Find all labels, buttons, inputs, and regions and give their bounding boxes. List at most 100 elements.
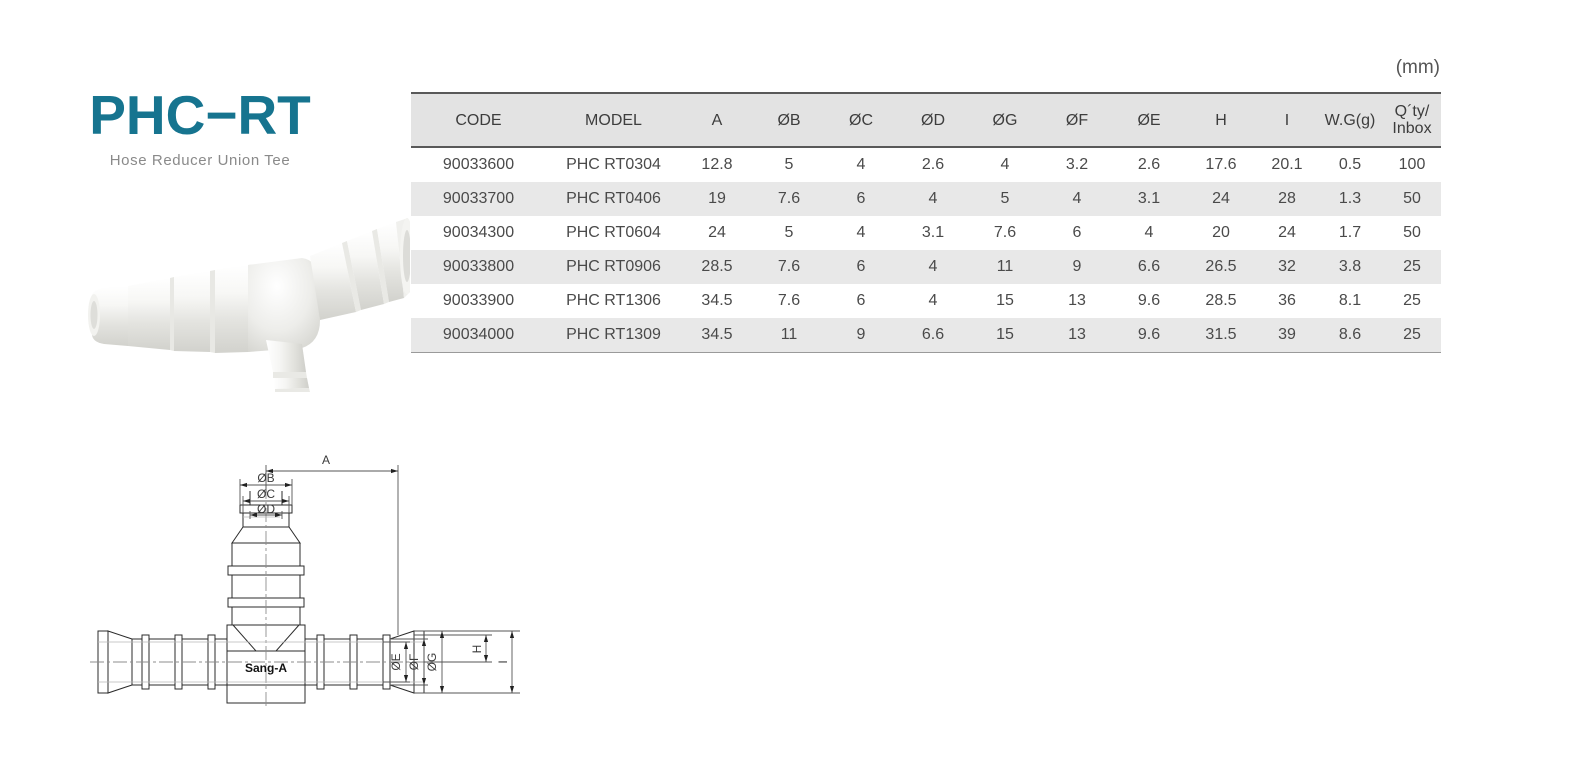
cell-model: PHC RT0406 <box>546 182 681 216</box>
column-header-i: I <box>1257 92 1317 148</box>
cell-f: 9 <box>1041 250 1113 284</box>
cell-qty: 25 <box>1383 318 1441 353</box>
column-header-qty-inbox: Q´ty/ Inbox <box>1383 92 1441 148</box>
table-row: 90033800 PHC RT0906 28.5 7.6 6 4 11 9 6.… <box>411 250 1441 284</box>
cell-i: 32 <box>1257 250 1317 284</box>
cell-model: PHC RT0906 <box>546 250 681 284</box>
column-header-model: MODEL <box>546 92 681 148</box>
cell-f: 13 <box>1041 318 1113 353</box>
cell-h: 26.5 <box>1185 250 1257 284</box>
photo-right-arm <box>310 218 410 320</box>
cell-h: 24 <box>1185 182 1257 216</box>
cell-code: 90033700 <box>411 182 546 216</box>
dimension-label-g: ØG <box>425 653 439 672</box>
cell-h: 28.5 <box>1185 284 1257 318</box>
cell-a: 34.5 <box>681 318 753 353</box>
cell-e: 6.6 <box>1113 250 1185 284</box>
cell-c: 6 <box>825 284 897 318</box>
cell-model: PHC RT0604 <box>546 216 681 250</box>
photo-center-hub <box>248 258 320 352</box>
cell-h: 31.5 <box>1185 318 1257 353</box>
cell-weight: 0.5 <box>1317 147 1383 182</box>
cell-c: 4 <box>825 147 897 182</box>
product-photo <box>70 192 410 392</box>
cell-i: 39 <box>1257 318 1317 353</box>
cell-f: 13 <box>1041 284 1113 318</box>
dimension-label-h: H <box>470 645 484 654</box>
dimension-label-i: I <box>496 660 510 663</box>
cell-i: 24 <box>1257 216 1317 250</box>
cell-b: 7.6 <box>753 250 825 284</box>
column-header-code: CODE <box>411 92 546 148</box>
cell-e: 3.1 <box>1113 182 1185 216</box>
cell-h: 20 <box>1185 216 1257 250</box>
dimension-label-b: ØB <box>257 471 274 485</box>
cell-e: 4 <box>1113 216 1185 250</box>
cell-model: PHC RT1306 <box>546 284 681 318</box>
dimension-label-d: ØD <box>257 502 275 516</box>
cell-model: PHC RT0304 <box>546 147 681 182</box>
table-row: 90033600 PHC RT0304 12.8 5 4 2.6 4 3.2 2… <box>411 147 1441 182</box>
column-header-f: ØF <box>1041 92 1113 148</box>
cell-weight: 3.8 <box>1317 250 1383 284</box>
drawing-left-arm <box>97 630 228 694</box>
cell-d: 4 <box>897 250 969 284</box>
cell-a: 34.5 <box>681 284 753 318</box>
dimension-e <box>383 641 410 683</box>
cell-d: 3.1 <box>897 216 969 250</box>
qty-header-line1: Q´ty/ <box>1394 103 1430 120</box>
dimension-label-c: ØC <box>257 487 275 501</box>
cell-weight: 1.3 <box>1317 182 1383 216</box>
cell-c: 6 <box>825 250 897 284</box>
table-row: 90033700 PHC RT0406 19 7.6 6 4 5 4 3.1 2… <box>411 182 1441 216</box>
cell-e: 2.6 <box>1113 147 1185 182</box>
brand-mark: Sang-A <box>245 661 287 675</box>
cell-g: 7.6 <box>969 216 1041 250</box>
dimension-b <box>239 479 293 505</box>
table-header-row: CODE MODEL A ØB ØC ØD ØG ØF ØE H I W.G(g… <box>411 92 1441 148</box>
dimension-h <box>414 634 492 663</box>
cell-g: 5 <box>969 182 1041 216</box>
cell-c: 9 <box>825 318 897 353</box>
cell-qty: 50 <box>1383 182 1441 216</box>
cell-e: 9.6 <box>1113 284 1185 318</box>
cell-i: 20.1 <box>1257 147 1317 182</box>
table-row: 90034300 PHC RT0604 24 5 4 3.1 7.6 6 4 2… <box>411 216 1441 250</box>
cell-d: 2.6 <box>897 147 969 182</box>
cell-b: 11 <box>753 318 825 353</box>
cell-f: 4 <box>1041 182 1113 216</box>
cell-d: 4 <box>897 284 969 318</box>
column-header-a: A <box>681 92 753 148</box>
cell-a: 19 <box>681 182 753 216</box>
column-header-b: ØB <box>753 92 825 148</box>
specification-table: CODE MODEL A ØB ØC ØD ØG ØF ØE H I W.G(g… <box>411 92 1441 353</box>
cell-weight: 8.6 <box>1317 318 1383 353</box>
drawing-centerlines <box>90 485 432 707</box>
table-row: 90034000 PHC RT1309 34.5 11 9 6.6 15 13 … <box>411 318 1441 353</box>
column-header-c: ØC <box>825 92 897 148</box>
cell-h: 17.6 <box>1185 147 1257 182</box>
cell-weight: 8.1 <box>1317 284 1383 318</box>
cell-b: 7.6 <box>753 284 825 318</box>
cell-model: PHC RT1309 <box>546 318 681 353</box>
title-block: PHC−RT Hose Reducer Union Tee <box>0 86 400 169</box>
dimension-d <box>249 511 283 519</box>
cell-qty: 100 <box>1383 147 1441 182</box>
column-header-weight: W.G(g) <box>1317 92 1383 148</box>
cell-i: 28 <box>1257 182 1317 216</box>
qty-header-line2: Inbox <box>1392 120 1432 137</box>
dimension-a <box>265 465 399 635</box>
cell-code: 90033800 <box>411 250 546 284</box>
product-subtitle: Hose Reducer Union Tee <box>109 152 291 169</box>
cell-code: 90034000 <box>411 318 546 353</box>
photo-left-arm <box>88 264 253 353</box>
cell-a: 28.5 <box>681 250 753 284</box>
dimension-g <box>414 630 448 694</box>
cell-d: 6.6 <box>897 318 969 353</box>
dimension-label-e: ØE <box>389 653 403 670</box>
cell-qty: 50 <box>1383 216 1441 250</box>
cell-c: 4 <box>825 216 897 250</box>
dimension-label-f: ØF <box>407 654 421 671</box>
cell-b: 5 <box>753 147 825 182</box>
cell-g: 11 <box>969 250 1041 284</box>
